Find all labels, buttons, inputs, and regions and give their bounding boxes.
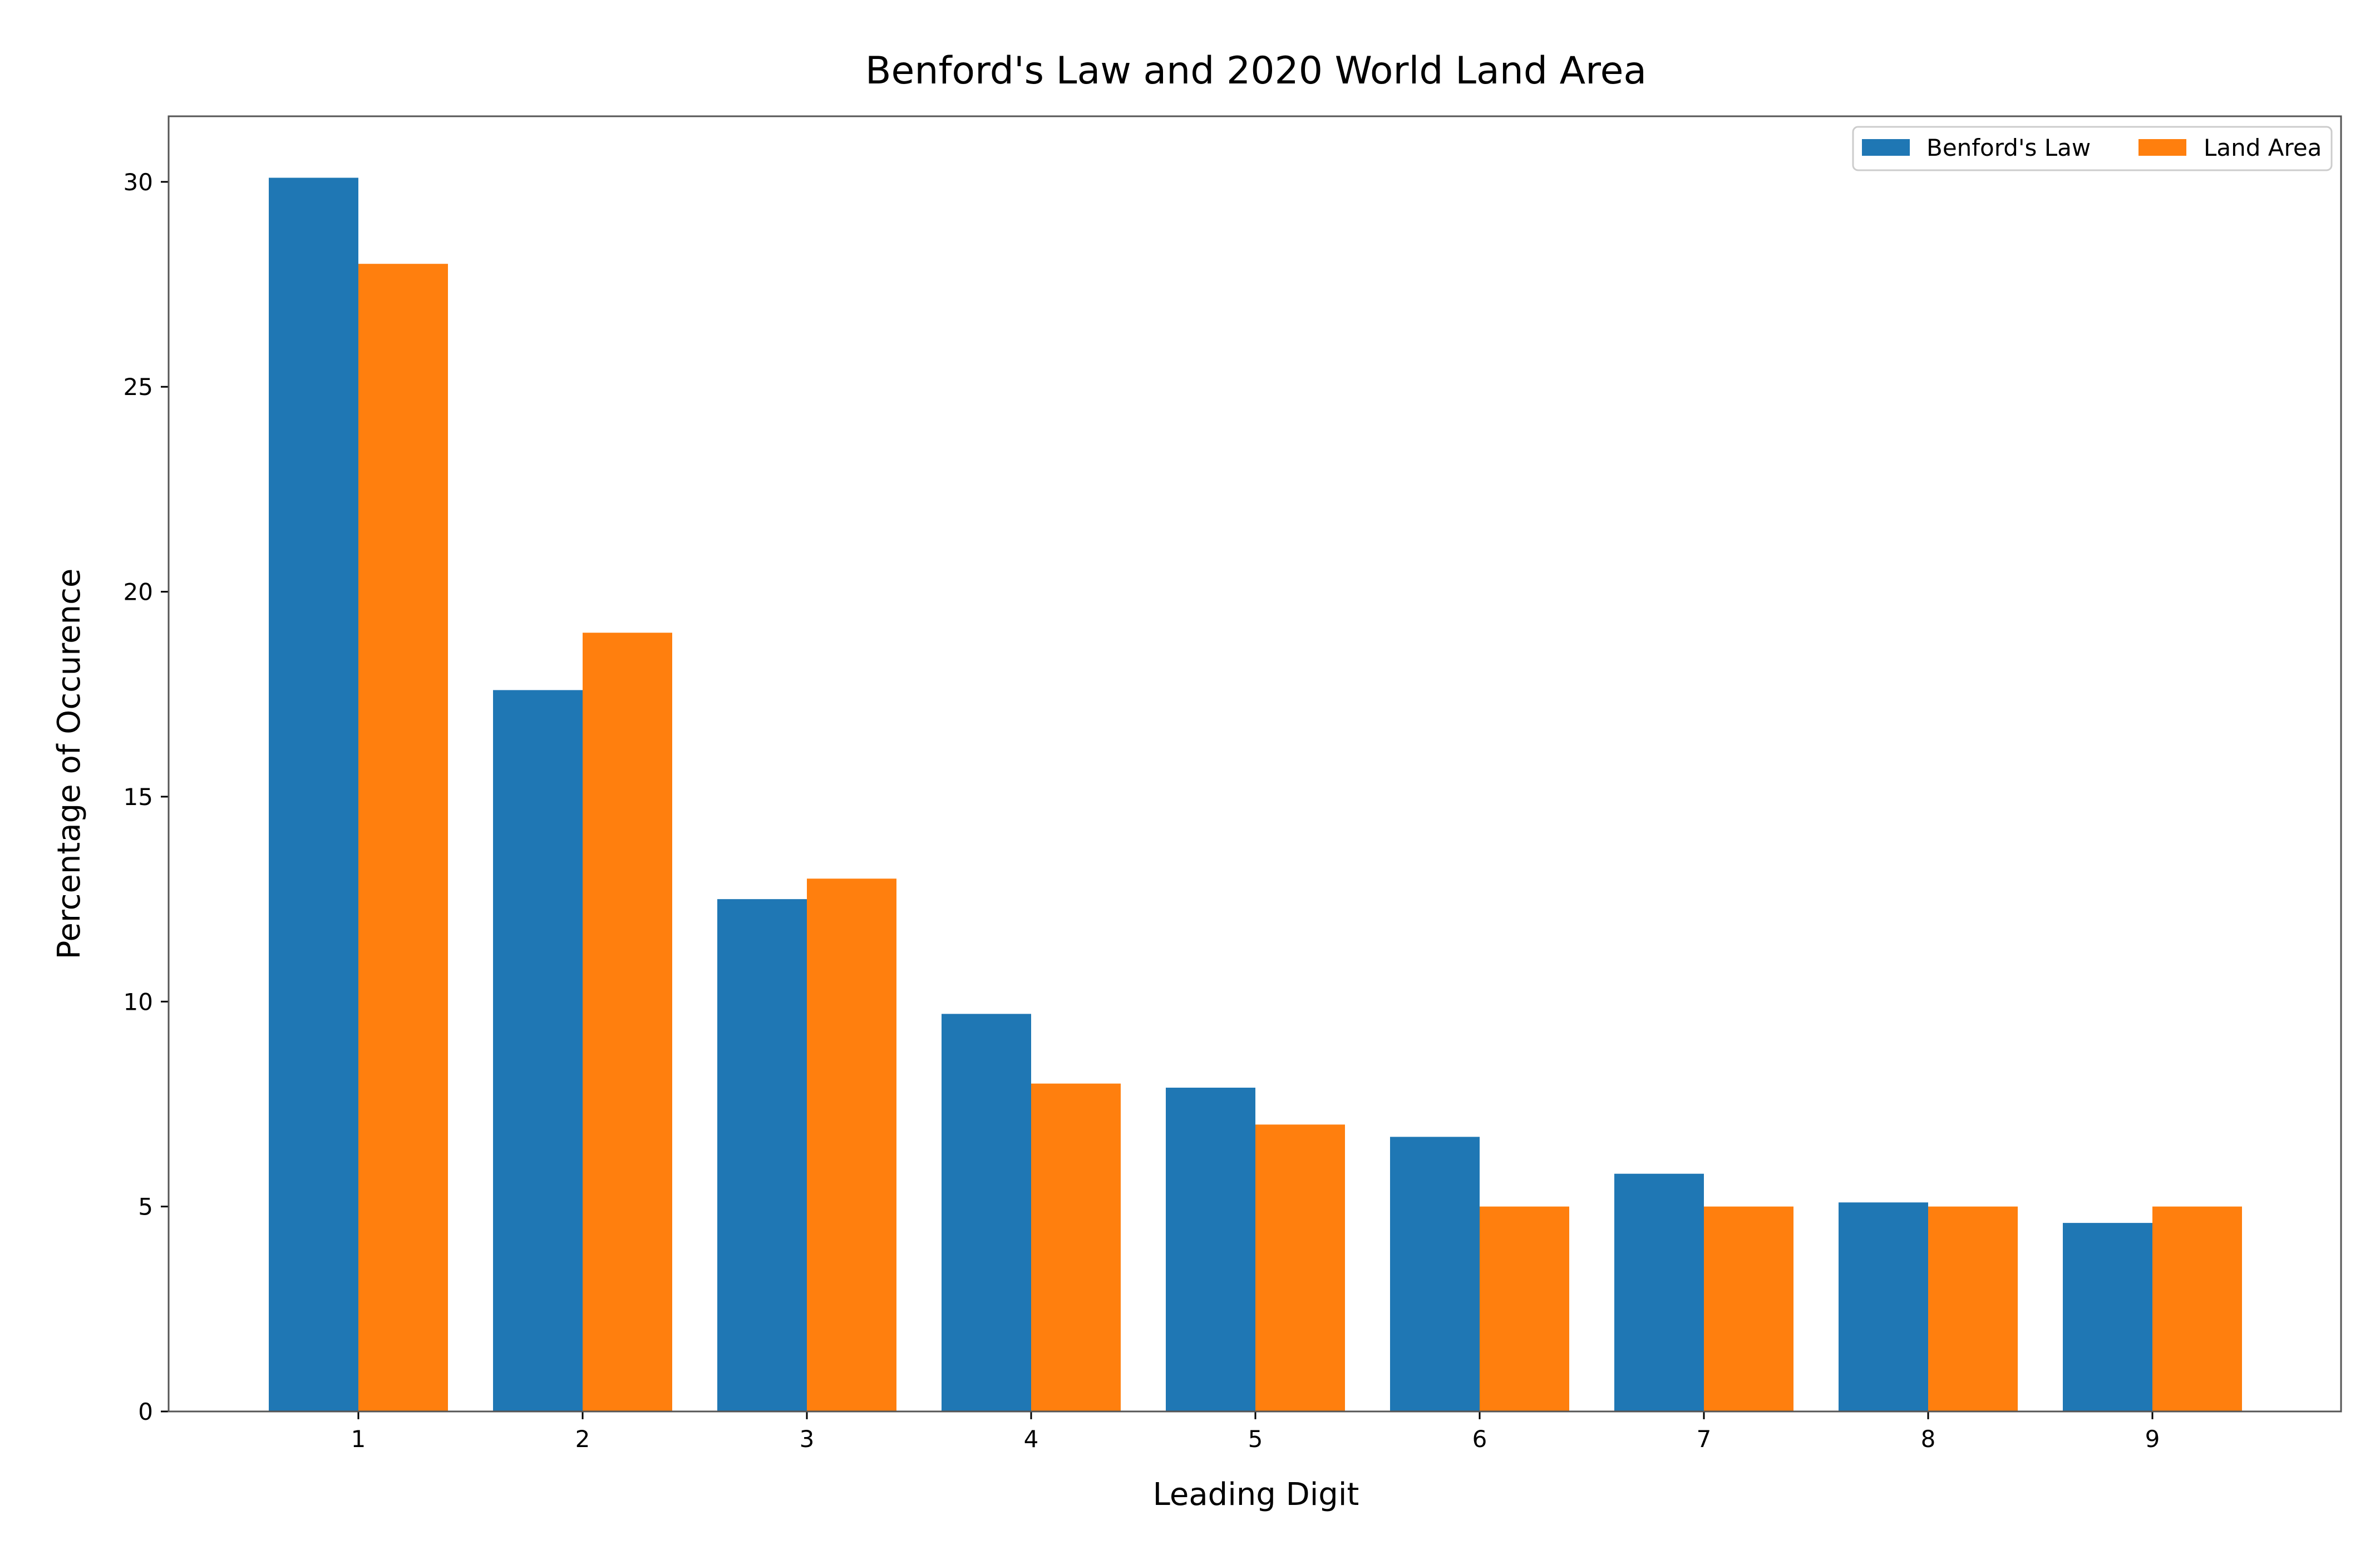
bar-benfords-law-7 (1614, 1173, 1704, 1411)
y-tick-label: 10 (124, 988, 153, 1015)
y-tick-label: 25 (124, 373, 153, 401)
legend-swatch-land-area (2138, 139, 2186, 156)
bar-benfords-law-3 (717, 899, 807, 1411)
x-tick-label: 1 (351, 1425, 366, 1453)
x-tick-label: 8 (1921, 1425, 1936, 1453)
y-tick-label: 20 (124, 579, 153, 606)
bar-land-area-5 (1255, 1124, 1345, 1411)
bars (269, 177, 2242, 1412)
y-tick-label: 5 (138, 1193, 153, 1221)
bar-benfords-law-5 (1166, 1088, 1255, 1411)
bar-land-area-9 (2152, 1206, 2242, 1411)
bar-benfords-law-8 (1839, 1202, 1928, 1411)
bar-land-area-1 (358, 264, 448, 1412)
bar-land-area-2 (583, 633, 672, 1411)
x-tick-label: 4 (1024, 1425, 1039, 1453)
bar-land-area-3 (807, 878, 896, 1411)
x-axis-label: Leading Digit (1153, 1477, 1359, 1513)
bar-land-area-4 (1031, 1083, 1121, 1411)
bar-land-area-7 (1704, 1206, 1793, 1411)
bar-land-area-6 (1480, 1206, 1569, 1411)
bar-benfords-law-1 (269, 177, 358, 1411)
bar-benfords-law-2 (493, 690, 583, 1411)
y-axis-label: Percentage of Occurence (51, 569, 87, 960)
legend-frame (1852, 126, 2333, 171)
bar-benfords-law-6 (1390, 1137, 1480, 1411)
legend-label-benfords-law: Benford's Law (1926, 134, 2091, 161)
y-tick-label: 30 (124, 169, 153, 196)
x-tick-label: 5 (1248, 1425, 1263, 1453)
y-ticks: 0 5 10 15 20 25 30 (124, 169, 169, 1425)
legend-swatch-benfords-law (1862, 139, 1910, 156)
bar-benfords-law-9 (2063, 1223, 2152, 1411)
x-tick-label: 6 (1472, 1425, 1487, 1453)
x-tick-label: 7 (1697, 1425, 1712, 1453)
x-tick-label: 9 (2145, 1425, 2160, 1453)
legend-label-land-area: Land Area (2204, 134, 2322, 161)
plot-frame (167, 115, 2342, 1413)
x-ticks: 1 2 3 4 5 6 7 8 9 (351, 1411, 2160, 1453)
bar-benfords-law-4 (942, 1014, 1031, 1411)
legend: Benford's Law Land Area (1852, 126, 2333, 171)
x-tick-label: 3 (800, 1425, 815, 1453)
y-tick-label: 0 (138, 1398, 153, 1425)
y-tick-label: 15 (124, 783, 153, 811)
chart-title: Benford's Law and 2020 World Land Area (865, 49, 1647, 93)
x-tick-label: 2 (575, 1425, 590, 1453)
bar-land-area-8 (1928, 1206, 2018, 1411)
